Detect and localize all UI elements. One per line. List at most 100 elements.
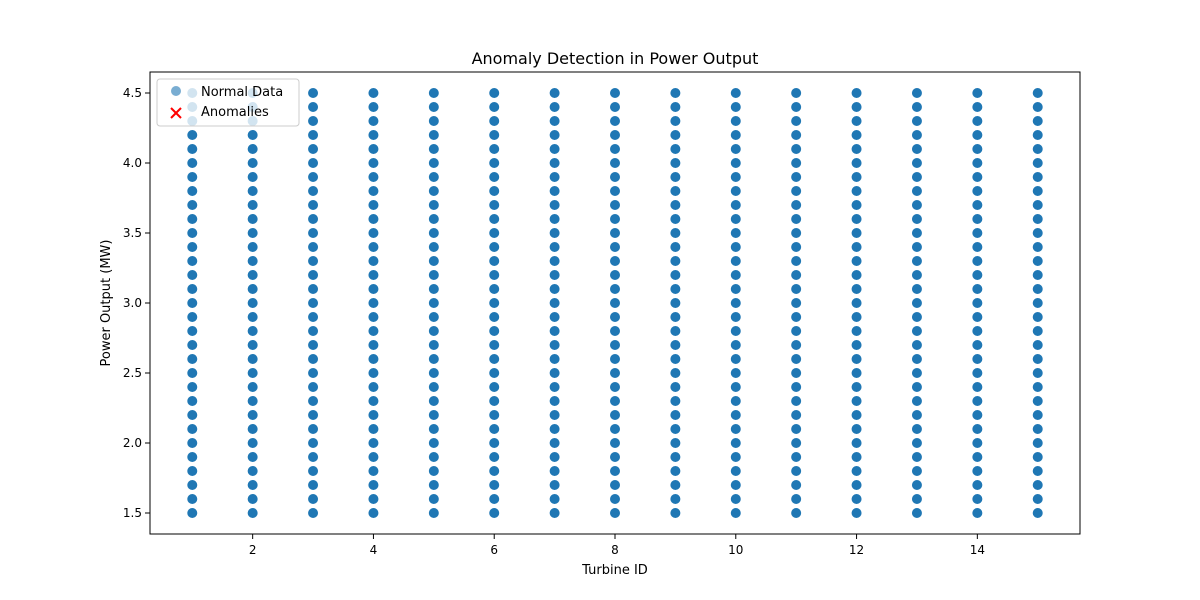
data-point bbox=[489, 256, 500, 266]
data-point bbox=[791, 242, 802, 252]
data-point bbox=[911, 508, 922, 518]
x-tick-label: 12 bbox=[849, 543, 864, 557]
data-point bbox=[428, 466, 439, 476]
data-point bbox=[247, 144, 258, 154]
data-point bbox=[791, 200, 802, 210]
data-point bbox=[247, 452, 258, 462]
data-point bbox=[911, 284, 922, 294]
data-point bbox=[428, 256, 439, 266]
data-point bbox=[670, 256, 681, 266]
x-tick-label: 2 bbox=[249, 543, 257, 557]
data-point bbox=[1032, 354, 1043, 364]
data-point bbox=[1032, 452, 1043, 462]
data-point bbox=[549, 228, 560, 238]
data-point bbox=[972, 382, 983, 392]
data-point bbox=[489, 158, 500, 168]
data-point bbox=[610, 466, 620, 476]
data-point bbox=[791, 172, 802, 182]
data-point bbox=[549, 158, 560, 168]
data-point bbox=[489, 186, 500, 196]
data-point bbox=[1032, 438, 1043, 448]
data-point bbox=[670, 354, 681, 364]
data-point bbox=[791, 158, 802, 168]
data-point bbox=[489, 438, 500, 448]
data-point bbox=[1032, 144, 1043, 154]
data-point bbox=[549, 424, 560, 434]
data-point bbox=[851, 130, 862, 140]
data-point bbox=[247, 508, 258, 518]
data-point bbox=[610, 368, 620, 378]
data-point bbox=[791, 88, 802, 98]
data-point bbox=[610, 242, 620, 252]
data-point bbox=[610, 102, 620, 112]
data-point bbox=[851, 466, 862, 476]
data-point bbox=[368, 228, 379, 238]
data-point bbox=[549, 452, 560, 462]
data-point bbox=[187, 256, 198, 266]
data-point bbox=[791, 480, 802, 490]
data-point bbox=[730, 452, 741, 462]
data-point bbox=[1032, 312, 1043, 322]
data-point bbox=[670, 284, 681, 294]
data-point bbox=[670, 88, 681, 98]
data-point bbox=[730, 242, 741, 252]
data-point bbox=[247, 410, 258, 420]
data-point bbox=[610, 200, 620, 210]
data-point bbox=[489, 228, 500, 238]
data-point bbox=[308, 242, 319, 252]
data-point bbox=[247, 284, 258, 294]
data-point bbox=[489, 242, 500, 252]
data-point bbox=[247, 298, 258, 308]
data-point bbox=[851, 200, 862, 210]
data-point bbox=[610, 228, 620, 238]
data-point bbox=[730, 508, 741, 518]
data-point bbox=[308, 144, 319, 154]
data-point bbox=[428, 228, 439, 238]
data-point bbox=[670, 144, 681, 154]
data-point bbox=[730, 284, 741, 294]
data-point bbox=[670, 102, 681, 112]
data-point bbox=[851, 298, 862, 308]
data-point bbox=[610, 494, 620, 504]
x-tick-label: 6 bbox=[490, 543, 498, 557]
data-point bbox=[730, 256, 741, 266]
data-point bbox=[791, 144, 802, 154]
data-point bbox=[911, 88, 922, 98]
data-point bbox=[549, 256, 560, 266]
data-point bbox=[247, 214, 258, 224]
data-point bbox=[911, 116, 922, 126]
legend-label-normal-data: Normal Data bbox=[201, 85, 283, 100]
data-point bbox=[972, 158, 983, 168]
data-point bbox=[972, 480, 983, 490]
data-point bbox=[428, 354, 439, 364]
data-point bbox=[730, 326, 741, 336]
data-point bbox=[972, 466, 983, 476]
data-point bbox=[308, 312, 319, 322]
data-point bbox=[428, 452, 439, 462]
data-point bbox=[791, 256, 802, 266]
data-point bbox=[187, 144, 198, 154]
data-point bbox=[428, 186, 439, 196]
data-point bbox=[791, 410, 802, 420]
data-point bbox=[911, 102, 922, 112]
data-point bbox=[610, 354, 620, 364]
data-point bbox=[791, 396, 802, 406]
data-point bbox=[730, 312, 741, 322]
data-point bbox=[247, 354, 258, 364]
data-point bbox=[489, 466, 500, 476]
legend-box bbox=[156, 78, 300, 127]
x-tick-label: 4 bbox=[370, 543, 378, 557]
data-point bbox=[187, 382, 198, 392]
data-point bbox=[308, 158, 319, 168]
data-point bbox=[247, 396, 258, 406]
data-point bbox=[489, 284, 500, 294]
data-point bbox=[610, 326, 620, 336]
data-point bbox=[610, 312, 620, 322]
data-point bbox=[368, 438, 379, 448]
data-point bbox=[911, 382, 922, 392]
data-point bbox=[610, 424, 620, 434]
x-axis-label: Turbine ID bbox=[581, 563, 648, 578]
data-point bbox=[911, 298, 922, 308]
data-point bbox=[549, 130, 560, 140]
